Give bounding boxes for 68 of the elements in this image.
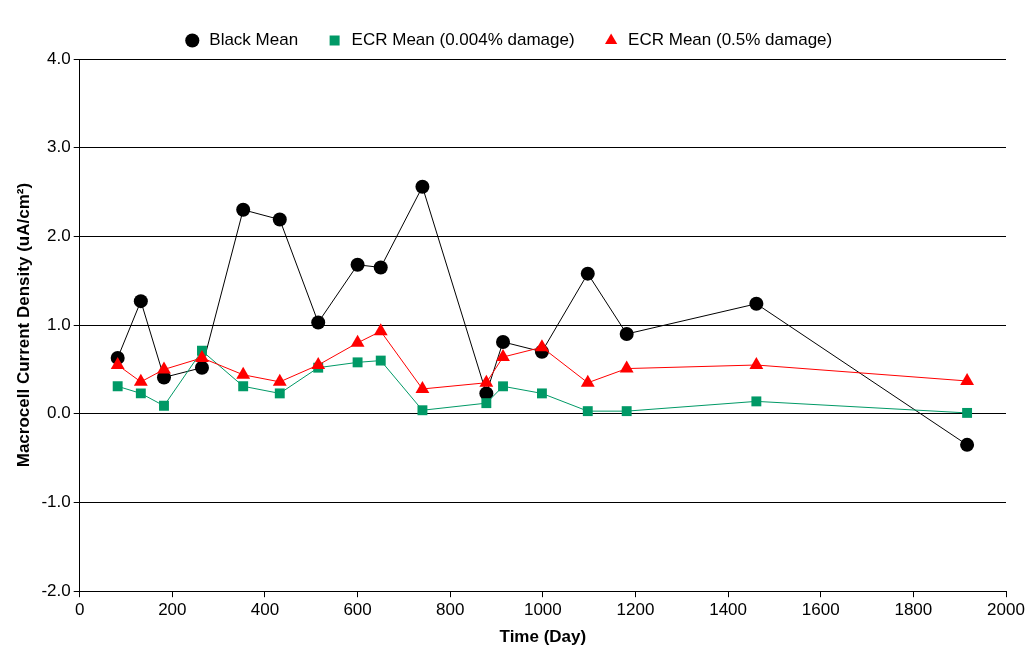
point: [619, 326, 634, 341]
point: [236, 202, 251, 217]
point: [350, 334, 365, 347]
point: [350, 257, 365, 272]
point: [580, 374, 595, 387]
legend-label: ECR Mean (0.5% damage): [628, 30, 833, 50]
point: [962, 407, 973, 418]
y-tick-label: 2.0: [47, 226, 71, 246]
x-tick-label: 2000: [987, 600, 1025, 620]
x-tick-label: 1200: [616, 600, 655, 620]
point: [751, 396, 762, 407]
x-tick-label: 200: [158, 600, 187, 620]
point: [112, 381, 123, 392]
point: [373, 260, 388, 275]
x-tick-label: 1800: [894, 600, 933, 620]
point: [417, 405, 428, 416]
point: [311, 357, 326, 370]
x-axis-title: Time (Day): [499, 627, 587, 647]
point: [133, 294, 148, 309]
y-tick-label: 3.0: [47, 137, 71, 157]
x-tick-label: 0: [74, 600, 85, 620]
point: [135, 388, 146, 399]
point: [536, 388, 547, 399]
point: [272, 373, 287, 386]
point: [133, 373, 148, 386]
point: [373, 323, 388, 336]
point: [415, 179, 430, 194]
x-tick-label: 1600: [801, 600, 840, 620]
point: [415, 380, 430, 393]
legend-label: ECR Mean (0.004% damage): [351, 30, 575, 50]
point: [960, 372, 975, 385]
point: [238, 381, 249, 392]
y-tick-label: 4.0: [47, 48, 71, 68]
point: [352, 357, 363, 368]
point: [749, 296, 764, 311]
point: [496, 349, 510, 362]
point: [481, 398, 492, 409]
point: [274, 388, 285, 399]
x-tick-label: 800: [436, 600, 465, 620]
point: [580, 266, 595, 281]
point: [498, 381, 508, 392]
point: [236, 366, 251, 379]
point: [496, 334, 511, 349]
x-tick-label: 1400: [709, 600, 748, 620]
point: [110, 357, 125, 370]
point: [960, 437, 975, 452]
point: [582, 406, 593, 417]
y-tick-label: 0.0: [47, 403, 71, 423]
point: [534, 339, 549, 352]
x-tick-label: 400: [250, 600, 280, 620]
point: [621, 406, 632, 417]
legend-label: Black Mean: [209, 30, 299, 50]
point: [272, 212, 287, 227]
y-tick-label: 1.0: [47, 314, 71, 334]
point: [194, 360, 209, 375]
y-tick-label: -2.0: [41, 580, 71, 600]
point: [375, 355, 386, 366]
point: [619, 360, 634, 373]
point: [749, 357, 764, 370]
point: [157, 361, 171, 374]
point: [311, 315, 326, 330]
point: [479, 374, 494, 387]
y-tick-label: -1.0: [41, 492, 71, 512]
x-tick-label: 1000: [523, 600, 562, 620]
x-tick-label: 600: [343, 600, 372, 620]
point: [159, 400, 169, 411]
point: [195, 349, 209, 362]
y-axis-title: Macrocell Current Density (uA/cm²): [13, 182, 33, 468]
